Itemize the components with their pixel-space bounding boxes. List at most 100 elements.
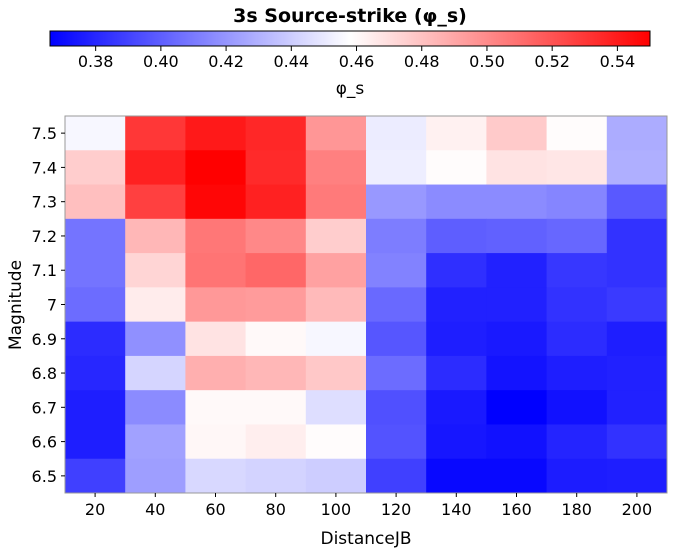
heatmap-cell bbox=[486, 218, 548, 254]
y-tick-label: 7 bbox=[47, 296, 57, 315]
heatmap-cell bbox=[185, 390, 247, 425]
heatmap-cell bbox=[245, 424, 307, 460]
y-axis-ticks: 7.5 7.4 7.3 7.2 7.1 7 6.9 6.8 6.7 6.6 6.5 bbox=[32, 124, 65, 486]
heatmap-cell bbox=[366, 287, 427, 323]
heatmap-cell bbox=[305, 218, 367, 254]
heatmap-cell bbox=[606, 116, 668, 151]
heatmap-cell bbox=[125, 458, 186, 494]
heatmap-cell bbox=[185, 184, 247, 220]
heatmap-cell bbox=[125, 424, 186, 460]
heatmap-cell bbox=[305, 150, 367, 186]
heatmap-cell bbox=[245, 458, 307, 494]
heatmap-cell bbox=[426, 321, 487, 357]
x-tick-label: 200 bbox=[622, 500, 653, 519]
heatmap-cell bbox=[305, 390, 367, 425]
heatmap-cell bbox=[606, 184, 668, 220]
colorbar-tick-label: 0.40 bbox=[143, 52, 179, 71]
heatmap-cell bbox=[125, 218, 186, 254]
heatmap-cell bbox=[366, 390, 427, 425]
heatmap-cell bbox=[65, 424, 126, 460]
heatmap-cell bbox=[65, 287, 126, 323]
heatmap-cell bbox=[546, 184, 608, 220]
heatmap-cell bbox=[245, 184, 307, 220]
heatmap-cell bbox=[366, 253, 427, 288]
heatmap-cell bbox=[245, 116, 307, 151]
colorbar-tick-label: 0.38 bbox=[78, 52, 114, 71]
heatmap-cell bbox=[606, 150, 668, 186]
heatmap-cell bbox=[366, 424, 427, 460]
heatmap-cell bbox=[606, 218, 668, 254]
colorbar-ticks: 0.38 0.40 0.42 0.44 0.46 0.48 0.50 0.52 0.54 bbox=[78, 46, 635, 71]
heatmap-cell bbox=[426, 116, 487, 151]
heatmap-cell bbox=[125, 116, 186, 151]
heatmap-cell bbox=[546, 116, 608, 151]
heatmap-cell bbox=[65, 390, 126, 425]
heatmap-cell bbox=[366, 150, 427, 186]
heatmap-cell bbox=[546, 287, 608, 323]
heatmap-cell bbox=[305, 287, 367, 323]
heatmap-cell bbox=[366, 355, 427, 391]
heatmap-cell bbox=[426, 390, 487, 425]
heatmap-cell bbox=[305, 424, 367, 460]
heatmap-cell bbox=[65, 321, 126, 357]
heatmap-cell bbox=[245, 355, 307, 391]
heatmap-cell bbox=[305, 321, 367, 357]
heatmap-cell bbox=[185, 150, 247, 186]
heatmap-cell bbox=[366, 321, 427, 357]
heatmap-cell bbox=[366, 116, 427, 151]
heatmap-cell bbox=[606, 287, 668, 323]
heatmap-cell bbox=[426, 218, 487, 254]
heatmap-cell bbox=[185, 424, 247, 460]
x-tick-label: 180 bbox=[561, 500, 592, 519]
x-tick-label: 160 bbox=[501, 500, 532, 519]
heatmap-cell bbox=[305, 355, 367, 391]
heatmap-cell bbox=[185, 321, 247, 357]
colorbar bbox=[49, 30, 651, 47]
heatmap-cell bbox=[65, 458, 126, 494]
y-tick-label: 7.4 bbox=[32, 158, 57, 177]
heatmap-cell bbox=[65, 253, 126, 288]
heatmap-cell bbox=[426, 253, 487, 288]
heatmap-cell bbox=[305, 253, 367, 288]
heatmap-cell bbox=[486, 184, 548, 220]
heatmap-cell bbox=[245, 287, 307, 323]
x-tick-label: 140 bbox=[441, 500, 472, 519]
heatmap-cell bbox=[125, 390, 186, 425]
colorbar-tick-label: 0.44 bbox=[273, 52, 309, 71]
heatmap-cell bbox=[486, 150, 548, 186]
heatmap-cell bbox=[426, 287, 487, 323]
heatmap-cell bbox=[65, 116, 126, 151]
colorbar-tick-label: 0.50 bbox=[469, 52, 505, 71]
y-tick-label: 6.9 bbox=[32, 330, 57, 349]
heatmap-cell bbox=[185, 253, 247, 288]
heatmap-cell bbox=[185, 458, 247, 494]
heatmap-cell bbox=[486, 321, 548, 357]
heatmap-cell bbox=[486, 287, 548, 323]
y-tick-label: 6.5 bbox=[32, 467, 57, 486]
x-tick-label: 80 bbox=[266, 500, 286, 519]
heatmap-cell bbox=[606, 321, 668, 357]
heatmap-cell bbox=[546, 253, 608, 288]
x-axis-ticks: 20 40 60 80 100 120 140 160 180 200 bbox=[85, 493, 652, 519]
heatmap-cell bbox=[125, 150, 186, 186]
heatmap-cell bbox=[185, 287, 247, 323]
heatmap-cell bbox=[606, 253, 668, 288]
colorbar-tick-label: 0.52 bbox=[534, 52, 570, 71]
y-axis-label: Magnitude bbox=[6, 260, 26, 350]
heatmap-cell bbox=[125, 321, 186, 357]
heatmap-cell bbox=[486, 424, 548, 460]
heatmap-cell bbox=[426, 424, 487, 460]
heatmap-cell bbox=[185, 218, 247, 254]
colorbar-tick-label: 0.48 bbox=[404, 52, 440, 71]
heatmap-cell bbox=[305, 116, 367, 151]
heatmap-cell bbox=[606, 355, 668, 391]
colorbar-tick-label: 0.42 bbox=[208, 52, 244, 71]
heatmap-cell bbox=[486, 390, 548, 425]
heatmap-cell bbox=[245, 390, 307, 425]
heatmap-cell bbox=[125, 287, 186, 323]
heatmap-cell bbox=[546, 355, 608, 391]
heatmap-cell bbox=[606, 458, 668, 494]
heatmap-cell bbox=[426, 355, 487, 391]
heatmap-cell bbox=[546, 390, 608, 425]
